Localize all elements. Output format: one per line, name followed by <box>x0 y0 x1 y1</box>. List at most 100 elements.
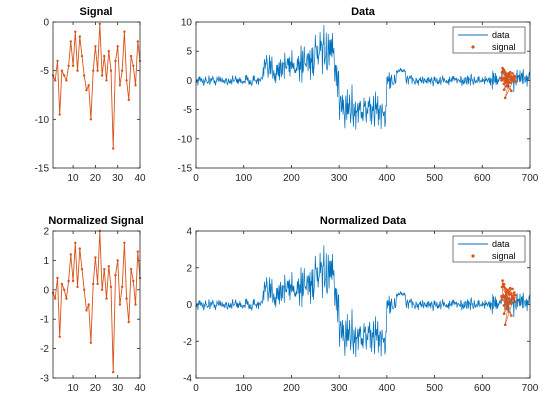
y-tick-label: 0 <box>43 285 49 296</box>
signal-point <box>121 285 124 289</box>
signal-plot-title: Signal <box>79 6 112 18</box>
x-tick-label: 20 <box>90 173 102 184</box>
signal-point <box>67 64 70 68</box>
data-plot-frame <box>195 21 531 169</box>
y-tick-label: -15 <box>35 164 50 175</box>
signal-point <box>112 370 115 374</box>
normalized-signal-plot-title: Normalized Signal <box>48 215 143 227</box>
signal-point <box>114 59 117 63</box>
signal-point <box>92 69 95 72</box>
signal-point <box>100 74 104 77</box>
legend-signal-marker-icon <box>471 45 475 49</box>
signal-point <box>76 69 79 72</box>
x-tick-label: 100 <box>235 383 252 394</box>
legend-signal-label: signal <box>492 42 516 52</box>
signal-point <box>74 241 77 244</box>
signal-point <box>56 276 59 280</box>
x-tick-label: 40 <box>134 173 146 184</box>
signal-point <box>85 88 88 92</box>
y-tick-label: 4 <box>186 227 192 238</box>
data-line <box>195 245 531 358</box>
signal-point <box>74 30 77 33</box>
signal-point <box>107 265 111 268</box>
x-tick-label: 300 <box>331 173 348 184</box>
signal-point <box>54 79 57 82</box>
signal-plot: Signal 10 20 30 40 0 -5 -10 -15 <box>35 6 146 184</box>
x-tick-label: 700 <box>522 383 539 394</box>
signal-point <box>96 69 99 72</box>
signal-point <box>134 303 137 306</box>
x-tick-label: 700 <box>522 173 539 184</box>
y-tick-label: 10 <box>181 18 193 29</box>
x-tick-label: 300 <box>331 383 348 394</box>
signal-point <box>85 309 88 312</box>
y-tick-label: 0 <box>43 18 49 29</box>
data-plot-legend: data signal <box>452 26 526 54</box>
signal-point <box>60 69 64 72</box>
signal-point <box>58 335 61 338</box>
signal-point <box>96 282 99 286</box>
x-tick-label: 10 <box>68 383 80 394</box>
signal-point <box>116 45 119 48</box>
x-tick-label: 30 <box>112 173 124 184</box>
data-line <box>195 25 531 130</box>
normalized-data-plot-title: Normalized Data <box>320 215 407 227</box>
y-tick-label: -2 <box>40 344 49 355</box>
x-tick-label: 0 <box>193 383 199 394</box>
normalized-data-plot-frame <box>195 230 531 379</box>
signal-point <box>114 273 117 277</box>
data-plot: Data 0 100 200 300 400 500 600 7001050-5-10-15 … <box>178 6 539 184</box>
signal-point <box>103 268 106 271</box>
signal-point <box>112 147 115 150</box>
signal-point <box>109 285 113 289</box>
signal-point <box>123 241 126 244</box>
signal-line <box>52 23 141 149</box>
x-tick-label: 0 <box>193 173 199 184</box>
x-tick-label: 400 <box>379 383 396 394</box>
signal-point <box>80 268 84 271</box>
signal-point <box>129 268 133 271</box>
y-tick-label: 0 <box>186 300 192 311</box>
signal-point <box>62 288 66 291</box>
y-tick-label: -5 <box>183 105 192 116</box>
signal-point <box>121 69 124 72</box>
signal-plot-frame <box>52 21 141 169</box>
signal-point <box>69 253 73 256</box>
x-tick-label: 40 <box>134 383 146 394</box>
signal-point <box>78 247 82 250</box>
x-tick-label: 200 <box>283 173 300 184</box>
signal-point <box>67 279 70 283</box>
signal-point <box>78 35 82 38</box>
y-tick-label: -15 <box>178 164 193 175</box>
signal-point <box>71 279 75 283</box>
signal-point <box>109 69 113 72</box>
signal-point <box>92 282 95 286</box>
signal-point <box>136 250 139 253</box>
y-tick-label: -4 <box>183 374 192 385</box>
signal-point <box>125 297 128 300</box>
signal-point <box>80 54 84 58</box>
signal-point <box>69 40 73 43</box>
signal-point <box>83 74 86 77</box>
signal-point <box>134 84 137 87</box>
signal-point <box>54 297 57 300</box>
y-tick-label: -2 <box>183 337 192 348</box>
x-tick-label: 200 <box>283 383 300 394</box>
legend-signal-label: signal <box>492 251 516 261</box>
y-tick-label: 1 <box>43 256 49 267</box>
signal-point <box>76 285 79 289</box>
normalized-data-plot-legend: data signal <box>452 235 526 263</box>
x-tick-label: 10 <box>68 173 80 184</box>
signal-point <box>87 303 90 306</box>
signal-point <box>62 74 66 77</box>
signal-point <box>127 320 130 324</box>
x-tick-label: 100 <box>235 173 252 184</box>
signal-point <box>71 64 75 68</box>
signal-point <box>65 297 68 300</box>
y-tick-label: -5 <box>40 66 49 77</box>
y-tick-label: 2 <box>43 227 49 238</box>
signal-point <box>87 84 90 87</box>
x-tick-label: 500 <box>426 173 443 184</box>
